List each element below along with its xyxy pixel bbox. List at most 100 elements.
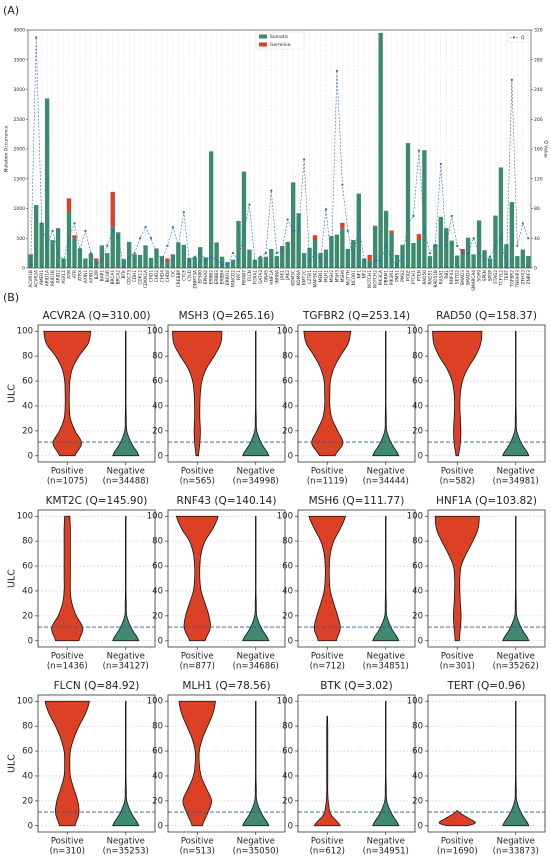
y-tick-label: 0 [28,636,33,646]
violin [432,330,483,457]
chart-title: MLH1 (Q=78.56) [182,680,270,692]
y-tick-label: 80 [282,352,293,362]
x-tick-label: NCOR1 [351,270,357,286]
q-point [270,189,273,192]
y-tick-label: 80 [22,722,33,732]
bar [383,210,389,268]
plot-frame [167,509,286,648]
q-point [357,222,360,225]
bar [498,167,504,268]
q-point [456,244,459,247]
q-point [461,252,464,255]
x-tick-label: FOXA1 [252,270,258,284]
x-tick-label: Negative [497,652,535,662]
bar [230,259,236,268]
bar [34,204,39,268]
q-point [155,252,158,255]
x-tick-label: Positive [441,467,474,477]
bar [258,257,263,268]
x-tick-label: EP300 [198,270,204,284]
x-tick-label: Negative [367,837,405,847]
q-point [423,229,426,232]
plot-frame [27,29,532,269]
y2-tick-label: 120 [534,176,543,182]
bar [482,250,487,268]
y-axis-label: ULC [7,384,18,403]
x-tick-label: B2M [94,270,100,280]
q-point [330,259,333,262]
x-tick-label: ATRX [77,270,83,281]
y-tick-label: 60 [152,747,163,757]
y-tick-label: 0 [158,451,163,461]
x-tick-label: Negative [497,837,535,847]
violin [242,515,270,642]
q-point [341,183,344,186]
bar [290,182,296,268]
x-tick-sublabel: (n=34981) [493,477,539,487]
q-point [499,237,503,240]
x-tick-label: Negative [497,467,535,477]
x-tick-sublabel: (n=565) [180,477,215,487]
y-tick-label: 80 [412,537,423,547]
q-point [527,237,530,240]
y-tick-label: 20 [152,796,163,806]
violin [502,515,530,642]
bar [520,249,525,268]
q-point [516,244,519,247]
y-tick-label: 60 [22,562,33,572]
x-tick-label: CDKN1A [143,270,149,288]
q-point [472,237,475,240]
bar [187,257,192,268]
plot-frame [427,509,546,648]
bar [137,254,143,268]
y-tick-label: 0 [418,821,423,831]
y-tick-label: 60 [282,747,293,757]
y-axis-label: ULC [7,569,18,588]
x-tick-sublabel: (n=34127) [103,662,149,672]
x-tick-label: Positive [311,467,344,477]
y-tick-label: 80 [22,537,33,547]
q-point [324,208,328,211]
violin [112,515,140,642]
x-tick-label: Positive [51,652,84,662]
x-tick-label: TCF7L2 [498,270,504,287]
violin [43,330,92,457]
x-tick-label: KDM5C [291,270,297,286]
y-tick-label: 20 [282,796,293,806]
q-point [445,244,448,247]
bar [378,32,383,268]
x-tick-label: MSH3 [334,270,340,283]
y-tick-label: 20 [412,426,423,436]
q-point [144,225,147,229]
y-tick-label: 40 [282,401,293,411]
x-tick-label: SPOP [487,270,493,282]
y-tick-label: 20 [412,611,423,621]
y-tick-label: 40 [282,586,293,596]
chart-title: RNF43 (Q=140.14) [177,495,277,507]
q-point [166,244,169,247]
y-tick-label: 100 [277,512,293,522]
y-tick-label: 40 [412,771,423,781]
chart-title: ACVR2A (Q=310.00) [42,310,150,322]
bar [252,259,258,268]
chart-title: MSH3 (Q=265.16) [179,310,275,322]
q-point [483,259,486,262]
x-tick-label: ERBB2 [209,270,215,285]
q-point [193,255,196,258]
bar [367,254,372,261]
y-tick-label: 80 [22,352,33,362]
panel-label: (B) [3,291,19,304]
y-tick-label: 80 [282,722,293,732]
q-point [204,259,207,262]
x-tick-sublabel: (n=35050) [233,847,279,857]
q-point [363,259,366,262]
q-point [303,158,306,161]
violin [178,700,216,827]
bar [515,256,520,268]
bar [487,258,493,268]
bar [405,143,411,268]
y2-tick-label: 280 [534,57,543,63]
y-tick-label: 20 [22,796,33,806]
x-tick-label: JAK1 [280,270,286,281]
x-tick-label: POLE [405,270,411,281]
